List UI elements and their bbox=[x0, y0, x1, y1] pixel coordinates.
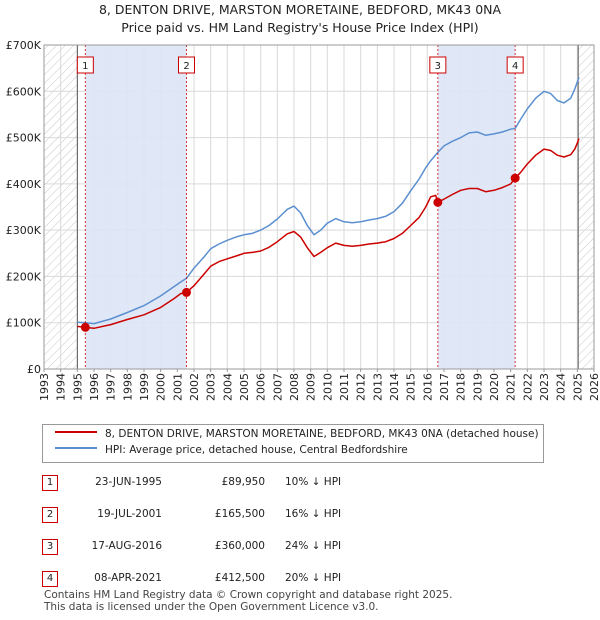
y-tick-label: £500K bbox=[6, 132, 42, 145]
sale-number-badge: 1 bbox=[42, 475, 58, 491]
x-tick-label: 2002 bbox=[188, 373, 201, 401]
x-tick-label: 2001 bbox=[171, 373, 184, 401]
sale-date: 17-AUG-2016 bbox=[91, 540, 162, 552]
plot-frame bbox=[43, 44, 595, 370]
x-tick-label: 2026 bbox=[588, 373, 600, 401]
hatched-region-after bbox=[578, 45, 594, 369]
x-tick-label: 1997 bbox=[105, 373, 118, 401]
x-tick-label: 2025 bbox=[571, 373, 584, 401]
x-tick-label: 1999 bbox=[138, 373, 151, 401]
sale-marker-box bbox=[429, 56, 447, 74]
x-tick-label: 2024 bbox=[555, 373, 568, 401]
chart-subtitle: Price paid vs. HM Land Registry's House … bbox=[121, 20, 479, 35]
sale-date: 23-JUN-1995 bbox=[95, 476, 162, 488]
sale-date: 19-JUL-2001 bbox=[97, 508, 162, 520]
x-tick-label: 2003 bbox=[205, 373, 218, 401]
sale-price: £165,500 bbox=[214, 508, 265, 520]
legend-label-price-paid: 8, DENTON DRIVE, MARSTON MORETAINE, BEDF… bbox=[105, 428, 539, 440]
x-tick-label: 1998 bbox=[121, 373, 134, 401]
x-tick-label: 2011 bbox=[338, 373, 351, 401]
sale-number-badge: 3 bbox=[42, 539, 58, 555]
sale-marker-box bbox=[506, 56, 524, 74]
sale-hpi-diff: 10% ↓ HPI bbox=[285, 476, 342, 488]
x-tick-label: 1994 bbox=[55, 373, 68, 401]
y-tick-label: £400K bbox=[6, 178, 42, 191]
sale-row: 1 23-JUN-1995 £89,950 10% ↓ HPI bbox=[0, 470, 600, 494]
sale-period-band bbox=[437, 45, 516, 369]
x-tick-label: 2018 bbox=[455, 373, 468, 401]
y-tick-label: £700K bbox=[6, 39, 42, 52]
sale-price: £89,950 bbox=[221, 476, 265, 488]
sale-marker-label: 3 bbox=[435, 61, 441, 72]
x-tick-label: 2017 bbox=[438, 373, 451, 401]
sale-price: £360,000 bbox=[214, 540, 265, 552]
legend-item-price-paid: 8, DENTON DRIVE, MARSTON MORETAINE, BEDF… bbox=[55, 428, 539, 444]
x-tick-label: 1995 bbox=[71, 373, 84, 401]
sale-row: 4 08-APR-2021 £412,500 20% ↓ HPI bbox=[0, 566, 600, 590]
x-tick-label: 2009 bbox=[305, 373, 318, 401]
chart-title: 8, DENTON DRIVE, MARSTON MORETAINE, BEDF… bbox=[98, 2, 502, 17]
y-tick-label: £200K bbox=[6, 270, 42, 283]
y-tick-label: £300K bbox=[6, 224, 42, 237]
sale-row: 3 17-AUG-2016 £360,000 24% ↓ HPI bbox=[0, 534, 600, 558]
sale-marker-label: 2 bbox=[183, 61, 189, 72]
x-tick-label: 2016 bbox=[421, 373, 434, 401]
sale-hpi-diff: 20% ↓ HPI bbox=[285, 572, 342, 584]
x-tick-label: 2008 bbox=[288, 373, 301, 401]
legend-swatch-blue bbox=[55, 447, 97, 449]
series-line-hpi bbox=[77, 77, 580, 325]
sale-number-badge: 2 bbox=[42, 507, 58, 523]
x-tick-label: 2021 bbox=[505, 373, 518, 401]
sale-point bbox=[80, 322, 90, 332]
sale-number-badge: 4 bbox=[42, 571, 58, 587]
legend-swatch-red bbox=[55, 431, 97, 433]
sale-point bbox=[433, 197, 443, 207]
x-tick-label: 2004 bbox=[221, 373, 234, 401]
footer-licence: This data is licensed under the Open Gov… bbox=[44, 601, 379, 613]
sale-marker-label: 4 bbox=[512, 61, 518, 72]
sale-marker-label: 1 bbox=[82, 61, 88, 72]
sale-hpi-diff: 24% ↓ HPI bbox=[285, 540, 342, 552]
sale-point bbox=[510, 173, 520, 183]
legend-label-hpi: HPI: Average price, detached house, Cent… bbox=[105, 444, 408, 456]
x-tick-label: 2007 bbox=[271, 373, 284, 401]
x-tick-label: 2013 bbox=[371, 373, 384, 401]
x-tick-label: 2019 bbox=[471, 373, 484, 401]
sale-price: £412,500 bbox=[214, 572, 265, 584]
y-tick-label: £100K bbox=[6, 317, 42, 330]
x-tick-label: 2022 bbox=[521, 373, 534, 401]
legend: 8, DENTON DRIVE, MARSTON MORETAINE, BEDF… bbox=[42, 424, 544, 463]
legend-item-hpi: HPI: Average price, detached house, Cent… bbox=[55, 444, 408, 460]
x-tick-label: 1996 bbox=[88, 373, 101, 401]
sale-date: 08-APR-2021 bbox=[94, 572, 162, 584]
sale-marker-box bbox=[76, 56, 94, 74]
sale-period-band bbox=[85, 45, 187, 369]
x-tick-label: 2006 bbox=[255, 373, 268, 401]
sale-marker-box bbox=[178, 56, 195, 74]
x-tick-label: 2015 bbox=[405, 373, 418, 401]
x-tick-label: 2020 bbox=[488, 373, 501, 401]
x-tick-label: 2005 bbox=[238, 373, 251, 401]
x-tick-label: 2014 bbox=[388, 373, 401, 401]
x-tick-label: 2012 bbox=[355, 373, 368, 401]
x-tick-label: 2010 bbox=[321, 373, 334, 401]
footer-copyright: Contains HM Land Registry data © Crown c… bbox=[44, 589, 453, 601]
x-tick-label: 1993 bbox=[38, 373, 51, 401]
sale-point bbox=[182, 287, 191, 297]
y-tick-label: £0 bbox=[27, 363, 41, 376]
sale-row: 2 19-JUL-2001 £165,500 16% ↓ HPI bbox=[0, 502, 600, 526]
x-tick-label: 2023 bbox=[538, 373, 551, 401]
sale-hpi-diff: 16% ↓ HPI bbox=[285, 508, 342, 520]
price-chart: 1 2 3 4 £0 £100K £200K £300K £400K £500K £600K £70… bbox=[6, 39, 600, 401]
y-tick-label: £600K bbox=[6, 85, 42, 98]
x-tick-label: 2000 bbox=[155, 373, 168, 401]
